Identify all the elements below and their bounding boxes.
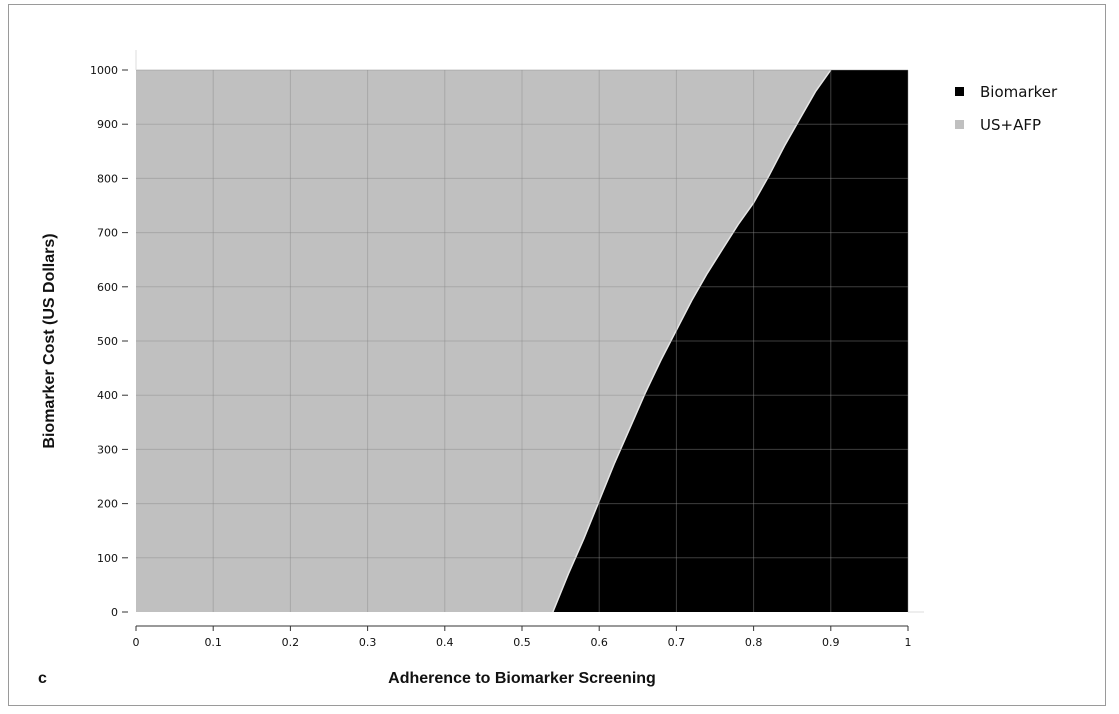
x-tick-label: 1 — [905, 636, 912, 649]
x-tick-label: 0.6 — [590, 636, 608, 649]
legend-swatch-us-afp — [955, 120, 964, 129]
axes: 0 0.1 0.2 0.3 0.4 0.5 0.6 0.7 0.8 0.9 1 0 100 200 300 4… — [90, 64, 912, 649]
y-tick-label: 900 — [97, 118, 118, 131]
grid — [135, 50, 924, 613]
x-tick-label: 0.8 — [745, 636, 763, 649]
plot-area — [136, 69, 908, 613]
y-tick-label: 300 — [97, 443, 118, 456]
y-tick-label: 0 — [111, 606, 118, 619]
x-tick-label: 0.1 — [204, 636, 222, 649]
region-biomarker — [552, 70, 908, 612]
boundary-line — [552, 69, 832, 613]
x-tick-label: 0.2 — [282, 636, 300, 649]
y-tick-label: 500 — [97, 335, 118, 348]
x-axis-title: Adherence to Biomarker Screening — [388, 670, 656, 687]
x-tick-label: 0.3 — [359, 636, 377, 649]
y-tick-label: 400 — [97, 389, 118, 402]
x-tick-label: 0 — [133, 636, 140, 649]
x-tick-label: 0.9 — [822, 636, 840, 649]
legend-label-biomarker: Biomarker — [980, 83, 1058, 101]
x-tick-label: 0.4 — [436, 636, 454, 649]
legend-label-us-afp: US+AFP — [980, 116, 1041, 134]
x-tick-label: 0.5 — [513, 636, 531, 649]
y-tick-label: 700 — [97, 227, 118, 240]
legend: Biomarker US+AFP — [955, 83, 1058, 134]
x-tick-label: 0.7 — [668, 636, 686, 649]
y-tick-label: 100 — [97, 552, 118, 565]
y-tick-label: 800 — [97, 172, 118, 185]
legend-swatch-biomarker — [955, 87, 964, 96]
panel-label: c — [38, 670, 47, 687]
y-tick-label: 200 — [97, 498, 118, 511]
y-tick-label: 1000 — [90, 64, 118, 77]
y-axis-title: Biomarker Cost (US Dollars) — [41, 233, 58, 448]
y-tick-label: 600 — [97, 281, 118, 294]
